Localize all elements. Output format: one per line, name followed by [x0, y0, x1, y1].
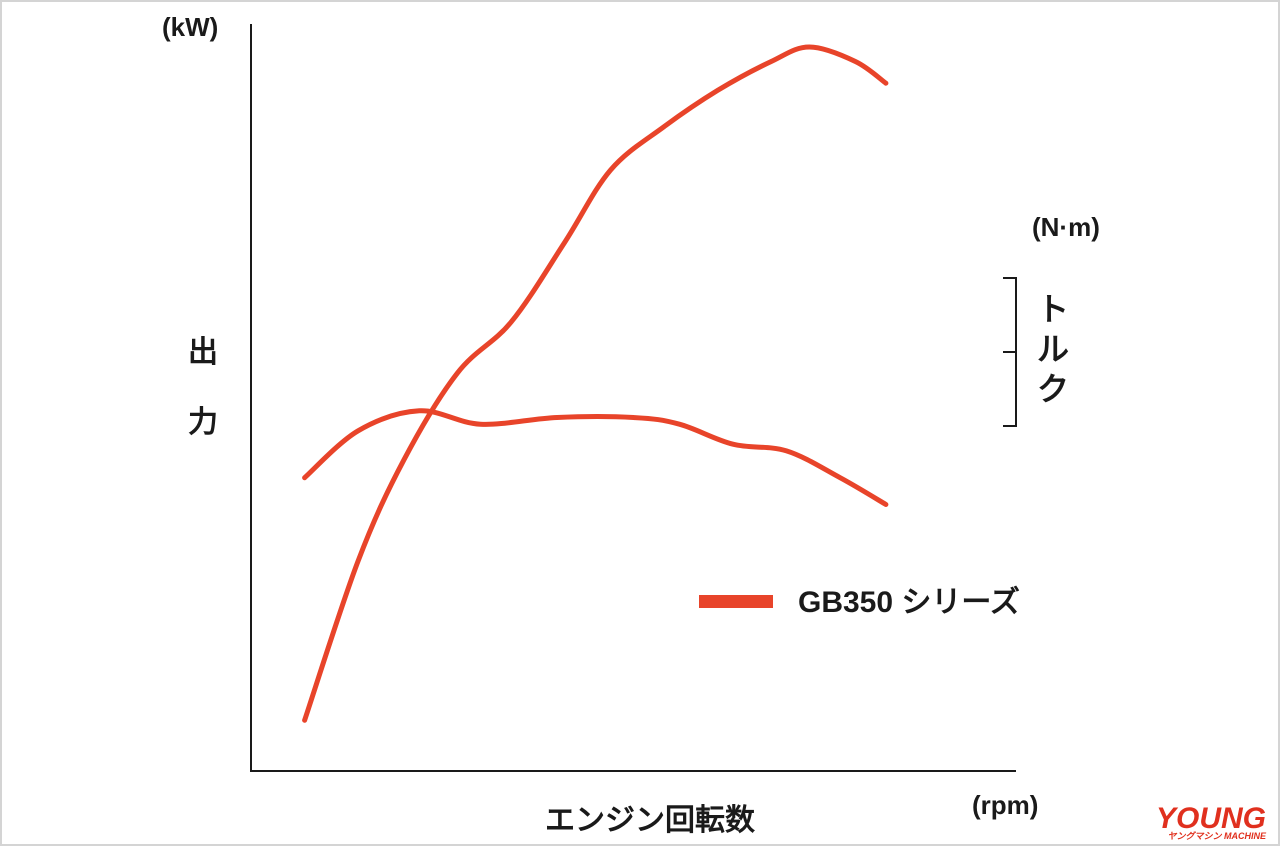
- watermark-logo: YOUNG ヤングマシン MACHINE: [1156, 802, 1267, 841]
- torque-axis-bracket: [1003, 277, 1017, 427]
- legend-swatch-gb350: [699, 595, 773, 608]
- series-layer: [302, 44, 889, 723]
- legend: GB350 シリーズ: [699, 585, 1020, 619]
- chart-axes: [250, 24, 1016, 772]
- y-right-unit: (N·m): [1032, 212, 1100, 242]
- torque-series-line: [302, 408, 889, 507]
- y-right-axis-label: トルク: [1037, 291, 1069, 407]
- legend-label-gb350: GB350 シリーズ: [798, 585, 1020, 619]
- y-left-unit: (kW): [162, 12, 218, 42]
- x-unit: (rpm): [972, 790, 1038, 820]
- watermark-sub-text: ヤングマシン MACHINE: [1168, 831, 1267, 841]
- x-axis-label: エンジン回転数: [545, 804, 756, 837]
- watermark-main-text: YOUNG: [1156, 802, 1266, 835]
- power-series-line: [302, 44, 889, 723]
- y-left-axis-label: 出力: [188, 336, 218, 439]
